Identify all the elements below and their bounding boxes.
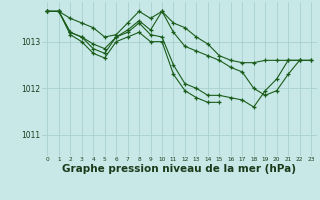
- X-axis label: Graphe pression niveau de la mer (hPa): Graphe pression niveau de la mer (hPa): [62, 164, 296, 174]
